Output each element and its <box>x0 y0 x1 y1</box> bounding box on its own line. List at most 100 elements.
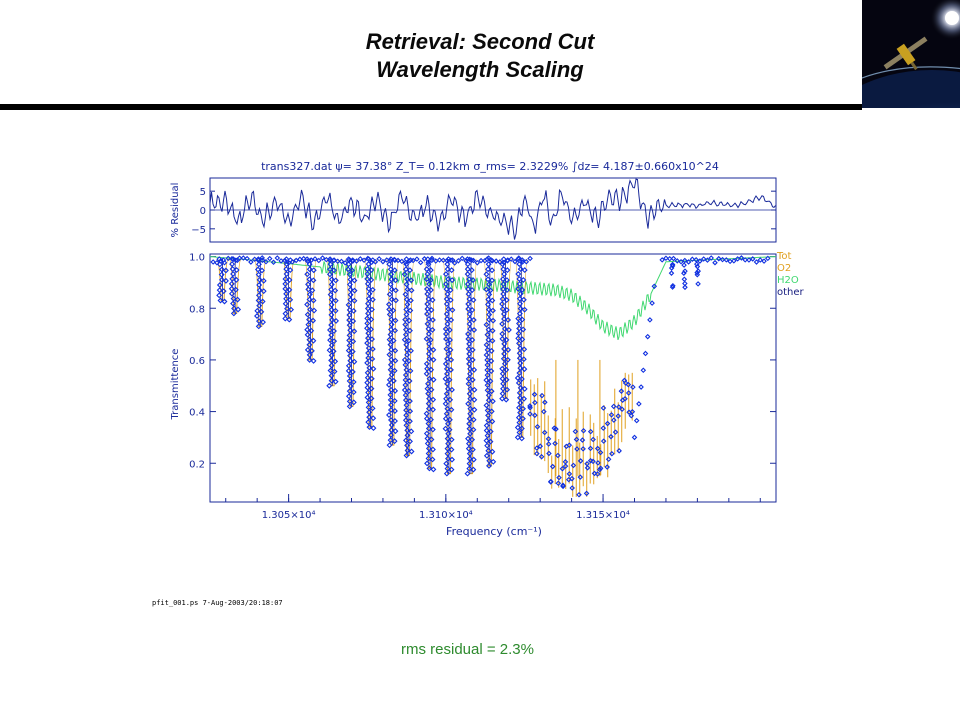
measured-point <box>443 301 450 308</box>
measured-point <box>408 448 415 455</box>
measured-point <box>440 257 447 264</box>
measured-point <box>319 255 326 261</box>
measured-point <box>423 370 430 377</box>
legend-label-3: other <box>777 287 805 298</box>
measured-point <box>678 258 684 265</box>
measured-point <box>370 415 377 422</box>
measured-point <box>503 366 510 373</box>
measured-point <box>342 260 348 266</box>
measured-point <box>305 286 312 293</box>
measured-point <box>406 398 413 405</box>
measured-point <box>553 426 559 432</box>
measured-point <box>484 362 491 368</box>
measured-point <box>424 306 431 312</box>
measured-point <box>214 259 220 266</box>
measured-point <box>428 436 435 443</box>
measured-point <box>387 396 394 403</box>
measured-point <box>229 266 236 273</box>
measured-point <box>327 367 334 374</box>
measured-point <box>414 256 420 262</box>
measured-point <box>423 415 430 422</box>
measured-point <box>527 255 533 262</box>
measured-point <box>514 375 521 381</box>
measured-point <box>487 428 494 435</box>
measured-point <box>423 430 430 437</box>
measured-point <box>368 306 375 313</box>
measured-point <box>425 330 432 337</box>
measured-point <box>489 327 496 334</box>
measured-point <box>459 255 465 262</box>
measured-point <box>485 306 492 313</box>
measured-point <box>483 321 490 328</box>
transmittance-ylabel: Transmittence <box>170 349 181 421</box>
measured-point <box>499 296 506 303</box>
measured-point <box>256 302 263 309</box>
measured-point <box>329 316 336 323</box>
measured-point <box>484 331 491 338</box>
measured-point <box>220 288 227 295</box>
measured-point <box>549 463 556 470</box>
measured-point <box>429 426 436 433</box>
measured-point <box>306 316 313 323</box>
measured-point <box>448 446 455 453</box>
measured-point <box>651 283 658 290</box>
measured-point <box>669 263 676 269</box>
measured-point <box>555 452 561 459</box>
measured-point <box>485 276 491 283</box>
measured-point <box>465 301 472 308</box>
measured-point <box>470 456 477 463</box>
measured-point <box>442 400 449 407</box>
measured-point <box>425 325 432 332</box>
measured-point <box>625 381 632 388</box>
measured-point <box>387 391 394 398</box>
measured-point <box>595 460 601 466</box>
measured-point <box>471 406 478 413</box>
measured-point <box>402 397 409 404</box>
measured-point <box>406 327 413 334</box>
measured-point <box>387 266 394 273</box>
measured-point <box>259 298 266 305</box>
measured-point <box>328 306 335 313</box>
measured-point <box>489 277 495 284</box>
measured-point <box>404 447 411 454</box>
measured-point <box>527 411 533 417</box>
measured-point <box>287 267 294 274</box>
measured-point <box>345 367 352 374</box>
measured-point <box>258 267 265 274</box>
measured-point <box>518 425 525 432</box>
measured-point <box>566 442 573 448</box>
legend-label-2: H2O <box>777 275 799 286</box>
measured-point <box>346 306 353 313</box>
measured-point <box>534 445 540 451</box>
measured-point <box>517 409 524 416</box>
measured-point <box>466 465 473 472</box>
measured-point <box>368 316 375 323</box>
measured-point <box>516 355 523 362</box>
measured-point <box>503 307 510 313</box>
measured-point <box>466 420 473 427</box>
measured-point <box>505 346 512 353</box>
measured-point <box>217 258 224 264</box>
measured-point <box>428 307 435 313</box>
measured-point <box>331 328 337 335</box>
measured-point <box>442 425 449 432</box>
measured-point <box>286 276 293 283</box>
measured-point <box>424 310 431 317</box>
measured-point <box>486 311 493 318</box>
measured-point <box>548 478 554 485</box>
measured-point <box>693 256 699 263</box>
measured-point <box>370 425 377 432</box>
measured-point <box>254 266 261 273</box>
measured-point <box>503 376 510 383</box>
measured-point <box>719 256 726 263</box>
measured-point <box>403 452 410 459</box>
measured-point <box>483 351 490 358</box>
measured-point <box>347 286 354 293</box>
measured-point <box>423 276 430 283</box>
measured-point <box>357 256 364 262</box>
measured-point <box>500 380 507 387</box>
measured-point <box>332 378 339 385</box>
measured-point <box>308 327 315 334</box>
measured-point <box>484 357 491 363</box>
measured-point <box>346 317 353 324</box>
